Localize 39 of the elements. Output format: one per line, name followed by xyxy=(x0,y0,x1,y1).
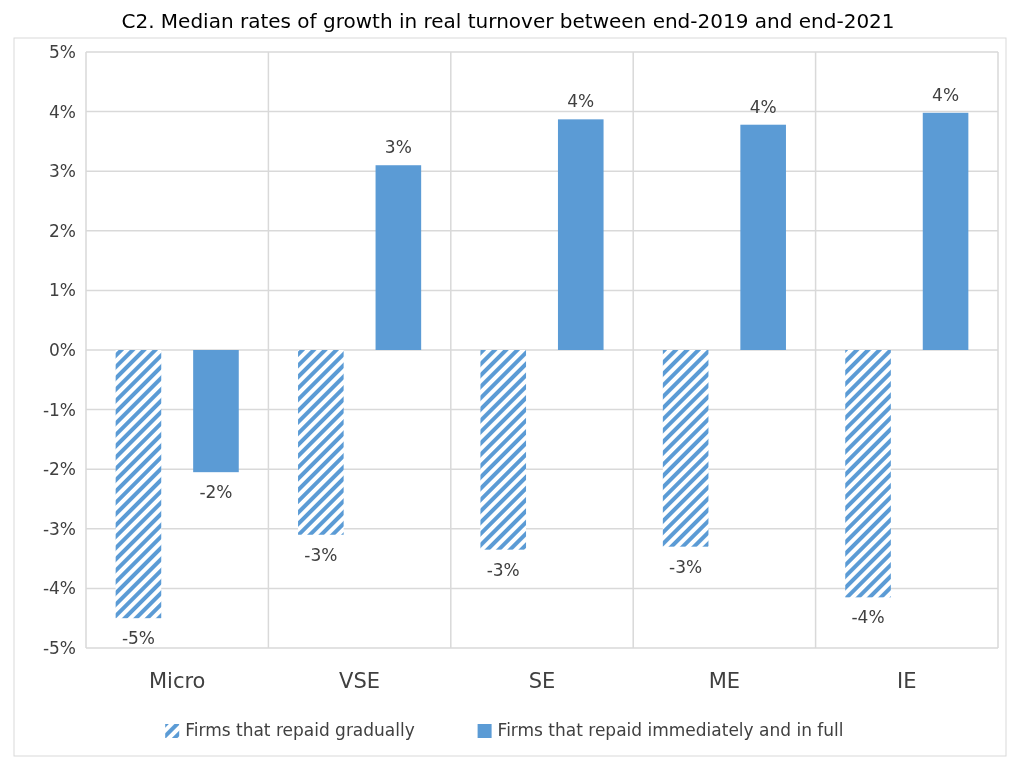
data-label: 4% xyxy=(749,96,777,117)
y-tick-label: 3% xyxy=(49,161,76,182)
chart-title: C2. Median rates of growth in real turnover between end-2019 and end-2021 xyxy=(121,9,895,33)
x-tick-label: IE xyxy=(897,669,917,693)
data-label: 3% xyxy=(384,137,412,158)
bar xyxy=(193,350,239,473)
y-tick-label: -3% xyxy=(42,518,76,539)
bar xyxy=(557,119,604,350)
data-label: -3% xyxy=(304,544,338,565)
bar xyxy=(298,350,344,535)
bar xyxy=(845,350,891,598)
bar xyxy=(662,350,709,547)
x-tick-label: ME xyxy=(708,669,741,693)
y-tick-label: -2% xyxy=(42,459,76,480)
data-label: 4% xyxy=(932,84,960,105)
data-label: -2% xyxy=(199,482,233,503)
y-tick-label: 1% xyxy=(49,280,76,301)
y-tick-label: 5% xyxy=(49,42,76,62)
y-tick-label: -1% xyxy=(42,399,76,420)
bar xyxy=(740,124,786,350)
data-label: -5% xyxy=(121,628,155,649)
y-tick-label: -5% xyxy=(42,638,76,658)
data-label: -3% xyxy=(486,559,520,580)
x-tick-label: Micro xyxy=(148,669,206,693)
bar xyxy=(480,350,527,550)
data-label: -4% xyxy=(851,607,885,628)
y-tick-label: 4% xyxy=(49,101,76,122)
bar xyxy=(922,112,969,350)
bar xyxy=(375,165,422,350)
y-tick-label: 2% xyxy=(49,220,76,241)
x-tick-label: VSE xyxy=(339,669,381,693)
legend-label: Firms that repaid gradually xyxy=(185,720,415,740)
x-tick-label: SE xyxy=(528,669,556,693)
data-label: 4% xyxy=(567,91,595,112)
data-label: -3% xyxy=(669,556,703,577)
y-tick-label: -4% xyxy=(42,578,76,599)
y-tick-label: 0% xyxy=(49,340,76,360)
legend-label: Firms that repaid immediately and in full xyxy=(497,720,844,740)
bar xyxy=(115,350,162,619)
